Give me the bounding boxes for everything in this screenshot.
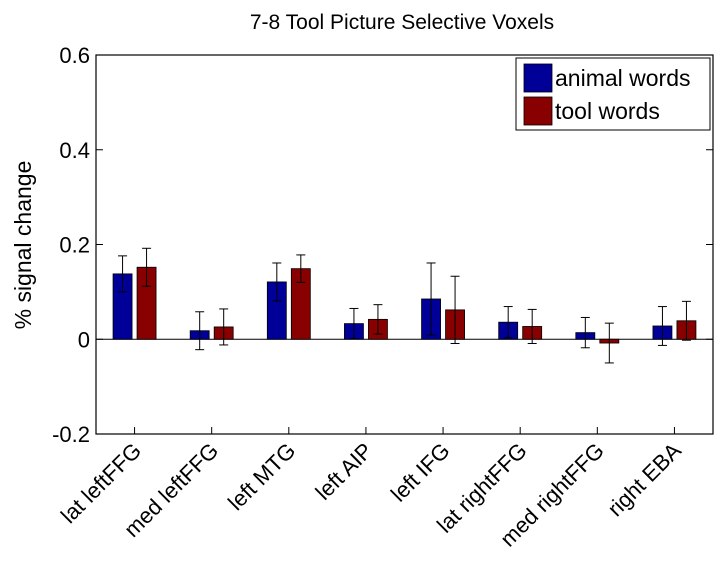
- legend-swatch: [523, 63, 553, 93]
- legend-swatch: [523, 96, 553, 126]
- y-tick-label: 0: [78, 327, 90, 352]
- legend-label: tool words: [555, 98, 660, 124]
- x-tick-label: right EBA: [603, 438, 687, 522]
- y-tick-label: 0.6: [59, 43, 90, 68]
- x-tick-label: left IFG: [386, 438, 455, 507]
- x-tick-label: left AIP: [310, 438, 377, 505]
- y-axis-label: % signal change: [10, 161, 36, 330]
- y-tick-label: -0.2: [52, 422, 90, 447]
- x-tick-label: left MTG: [223, 438, 300, 515]
- y-tick-label: 0.4: [59, 138, 90, 163]
- legend-label: animal words: [555, 65, 691, 91]
- legend: animal words tool words: [515, 57, 711, 131]
- chart-title: 7-8 Tool Picture Selective Voxels: [250, 11, 554, 34]
- y-tick-label: 0.2: [59, 233, 90, 258]
